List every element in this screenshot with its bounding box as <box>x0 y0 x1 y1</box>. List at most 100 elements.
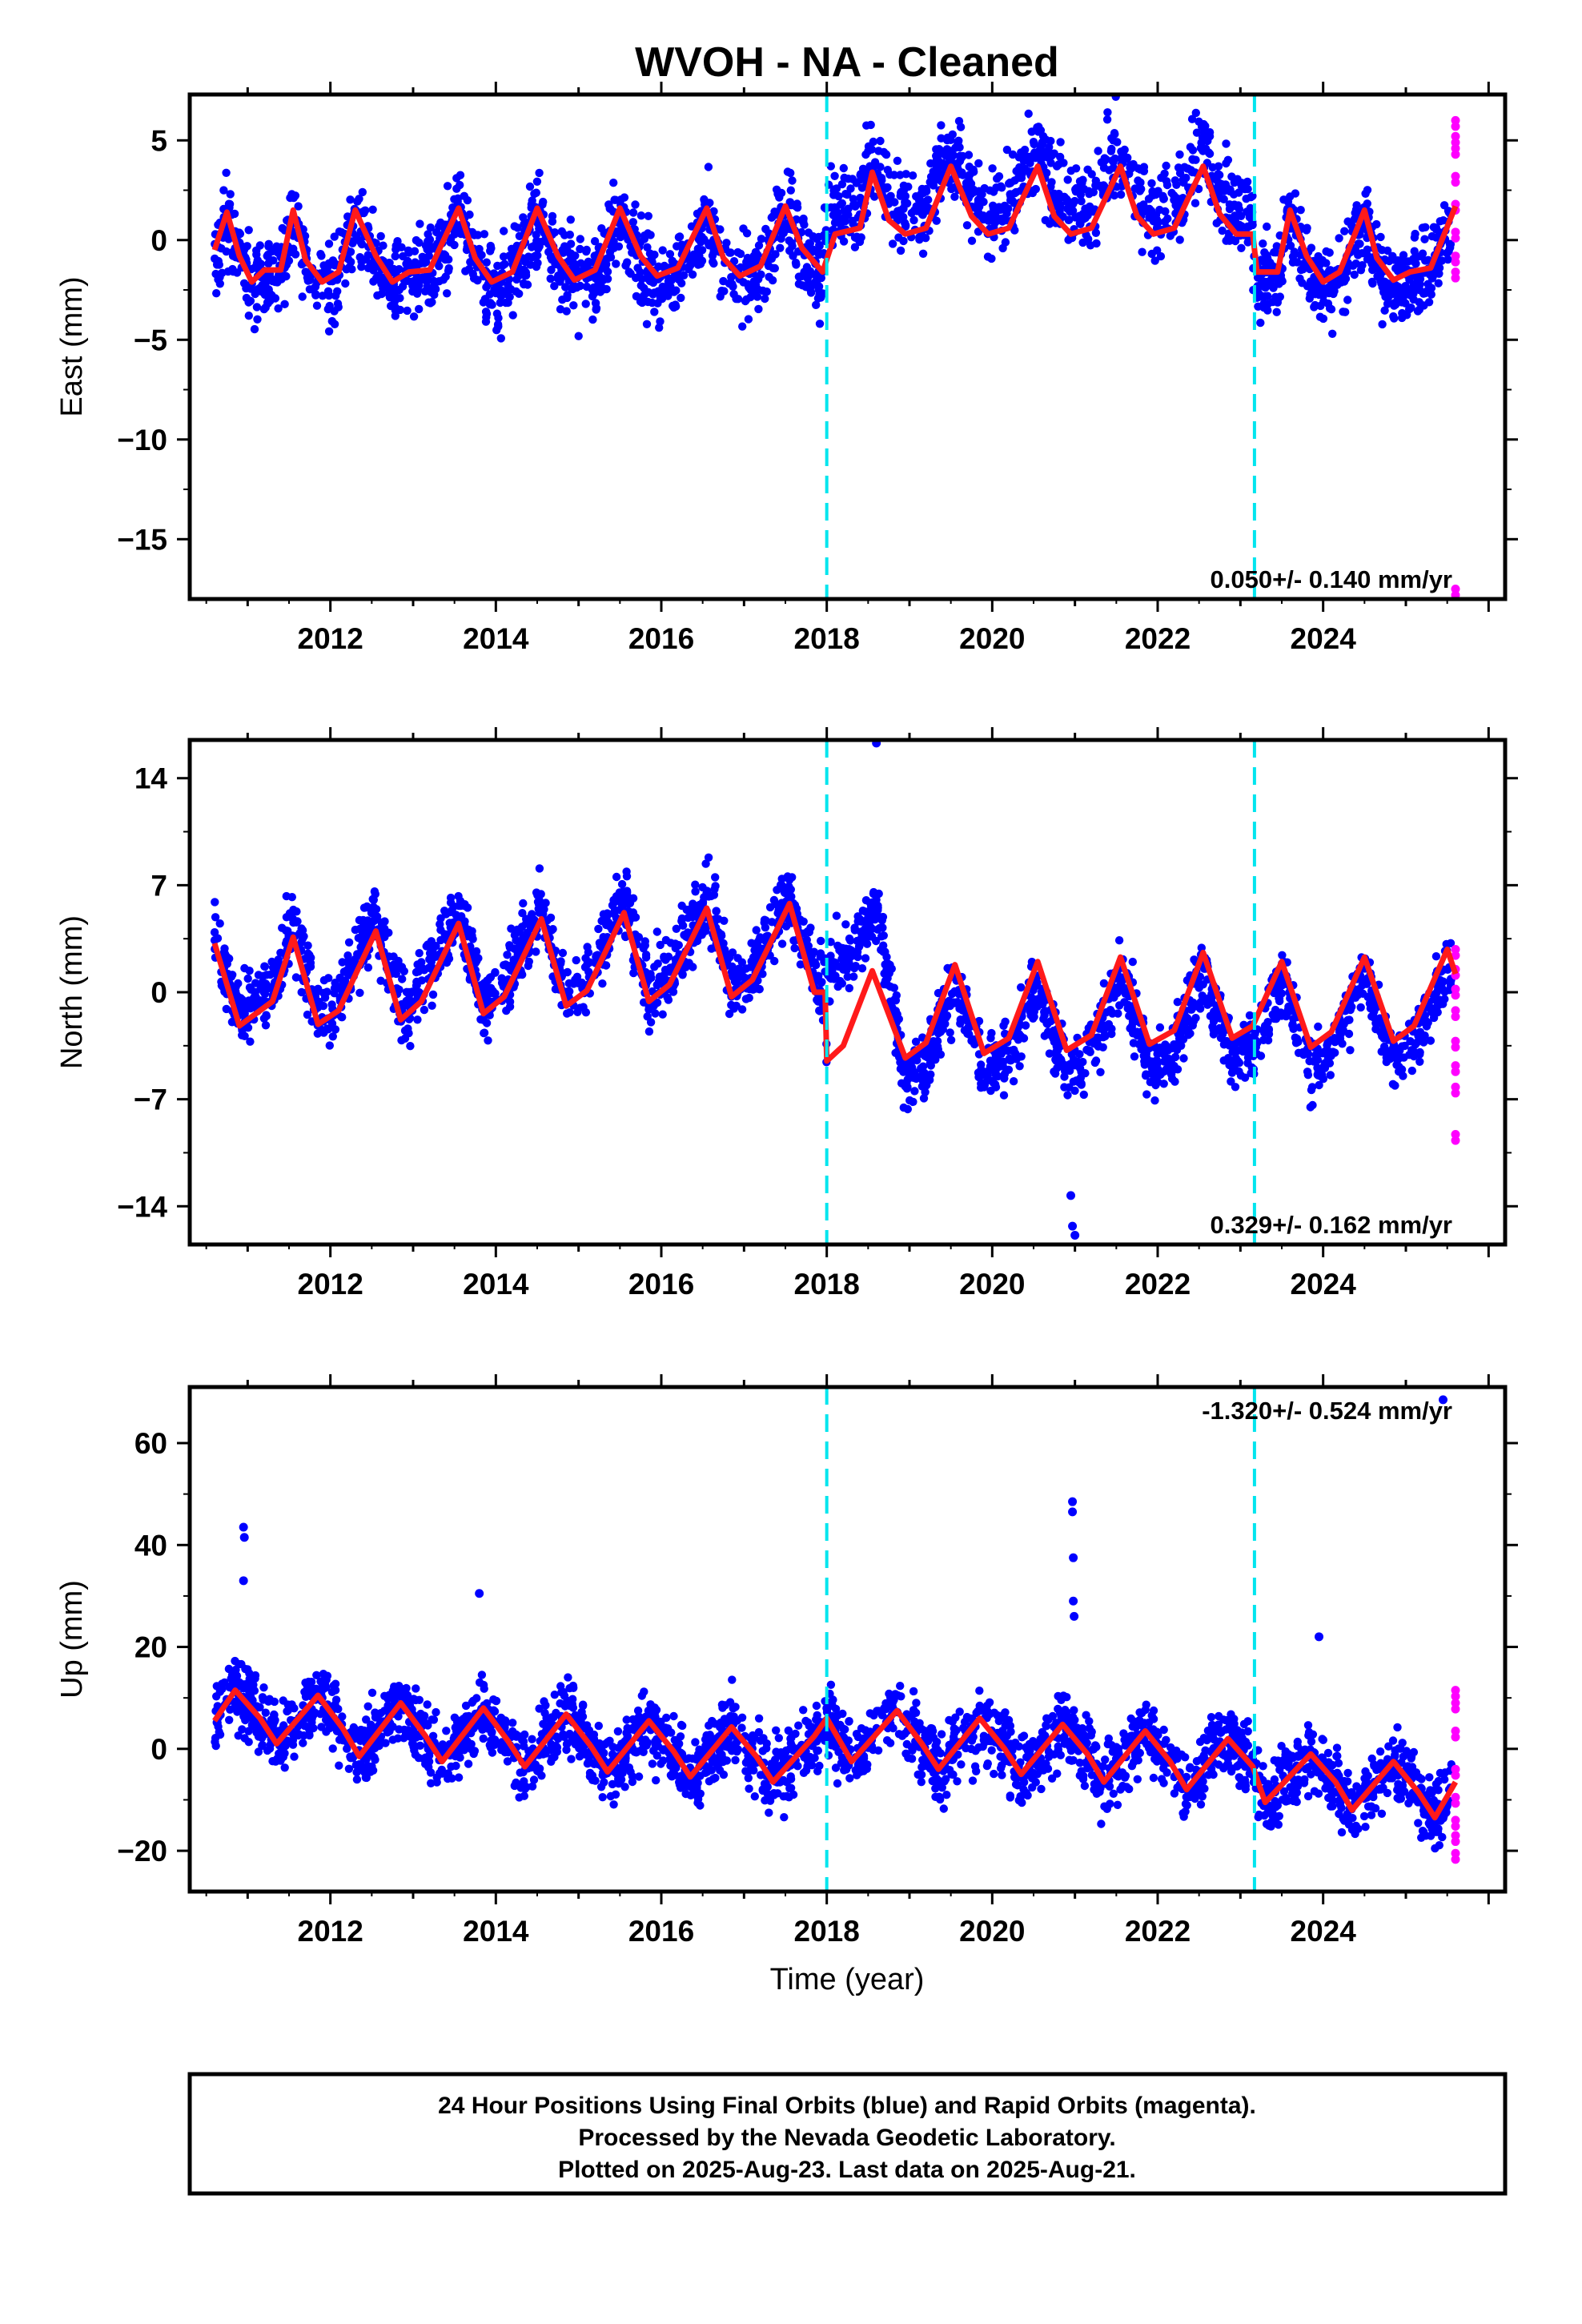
data-point <box>1116 190 1126 199</box>
data-point <box>837 179 847 189</box>
data-point <box>294 202 303 211</box>
data-point <box>1256 318 1265 328</box>
data-point <box>861 150 870 159</box>
data-point <box>844 211 853 219</box>
data-point <box>541 899 550 907</box>
data-point <box>1431 952 1441 961</box>
data-point <box>558 948 568 958</box>
data-point <box>651 1009 660 1018</box>
data-point <box>840 173 849 183</box>
data-point <box>226 190 235 199</box>
data-point <box>1326 266 1335 275</box>
data-point <box>339 967 348 976</box>
data-point <box>754 304 763 314</box>
data-point <box>1331 277 1340 286</box>
rapid-orbit-point <box>1451 273 1460 283</box>
data-point <box>561 283 570 292</box>
data-point <box>711 873 720 882</box>
data-point <box>357 257 366 266</box>
data-point <box>1231 236 1240 246</box>
data-point <box>412 262 421 271</box>
data-point <box>1307 1085 1316 1095</box>
data-point <box>301 267 310 276</box>
data-point <box>428 990 438 999</box>
data-point <box>901 198 909 207</box>
data-point <box>1097 183 1106 192</box>
data-point <box>363 963 373 972</box>
data-point <box>297 987 306 997</box>
data-point <box>1434 279 1443 287</box>
data-point <box>926 159 935 168</box>
data-point <box>1351 259 1360 268</box>
data-point <box>1059 159 1068 167</box>
data-point <box>1292 1035 1302 1043</box>
data-point <box>535 864 544 873</box>
data-point <box>400 967 408 976</box>
data-point <box>1000 1074 1009 1083</box>
data-point <box>247 985 255 994</box>
data-point <box>508 311 517 320</box>
data-point <box>1030 148 1039 157</box>
data-point <box>636 211 646 220</box>
data-point <box>909 215 918 225</box>
data-point <box>1054 1046 1062 1055</box>
data-point <box>1186 1029 1195 1038</box>
data-point <box>1289 257 1298 266</box>
data-point <box>214 256 223 266</box>
data-point <box>303 1010 312 1019</box>
data-point <box>306 962 315 971</box>
data-point <box>996 182 1006 191</box>
data-point <box>733 954 742 963</box>
data-point <box>604 200 613 209</box>
data-point <box>582 245 591 255</box>
data-point <box>465 210 474 219</box>
data-point <box>257 287 267 296</box>
data-point <box>978 190 986 199</box>
data-point <box>704 163 713 171</box>
data-point <box>855 237 865 247</box>
data-point <box>1227 1077 1235 1086</box>
data-point <box>675 232 685 241</box>
data-point <box>1243 1059 1252 1068</box>
data-point <box>1418 249 1427 258</box>
data-point <box>1040 152 1049 161</box>
data-point <box>250 324 259 334</box>
data-point <box>903 1104 913 1114</box>
data-point <box>937 134 946 143</box>
data-point <box>324 259 333 268</box>
data-point <box>870 192 879 201</box>
data-point <box>480 230 489 239</box>
data-point <box>1223 155 1233 164</box>
data-point <box>1138 206 1147 215</box>
data-point <box>1144 195 1154 203</box>
data-point <box>612 259 620 268</box>
data-point <box>318 292 327 300</box>
data-point <box>850 243 860 251</box>
data-point <box>915 233 924 242</box>
data-point <box>325 301 334 311</box>
data-point <box>515 231 524 240</box>
data-point <box>325 1041 334 1050</box>
data-point <box>287 893 296 902</box>
data-point <box>210 935 219 945</box>
data-point <box>857 175 865 184</box>
data-point <box>332 984 341 993</box>
data-point <box>387 301 396 311</box>
data-point <box>745 283 753 292</box>
data-point <box>986 1086 995 1096</box>
data-point <box>673 941 682 950</box>
data-point <box>379 283 388 292</box>
data-point <box>796 960 805 969</box>
data-point <box>661 955 670 964</box>
data-point <box>669 301 677 311</box>
rapid-orbit-point <box>1451 257 1460 267</box>
data-point <box>893 156 902 165</box>
data-point <box>1322 247 1331 256</box>
data-point <box>1189 998 1198 1007</box>
data-point <box>1075 1050 1084 1059</box>
data-point <box>987 1028 996 1038</box>
data-point <box>297 924 306 933</box>
data-point <box>729 290 738 299</box>
data-point <box>481 317 491 326</box>
